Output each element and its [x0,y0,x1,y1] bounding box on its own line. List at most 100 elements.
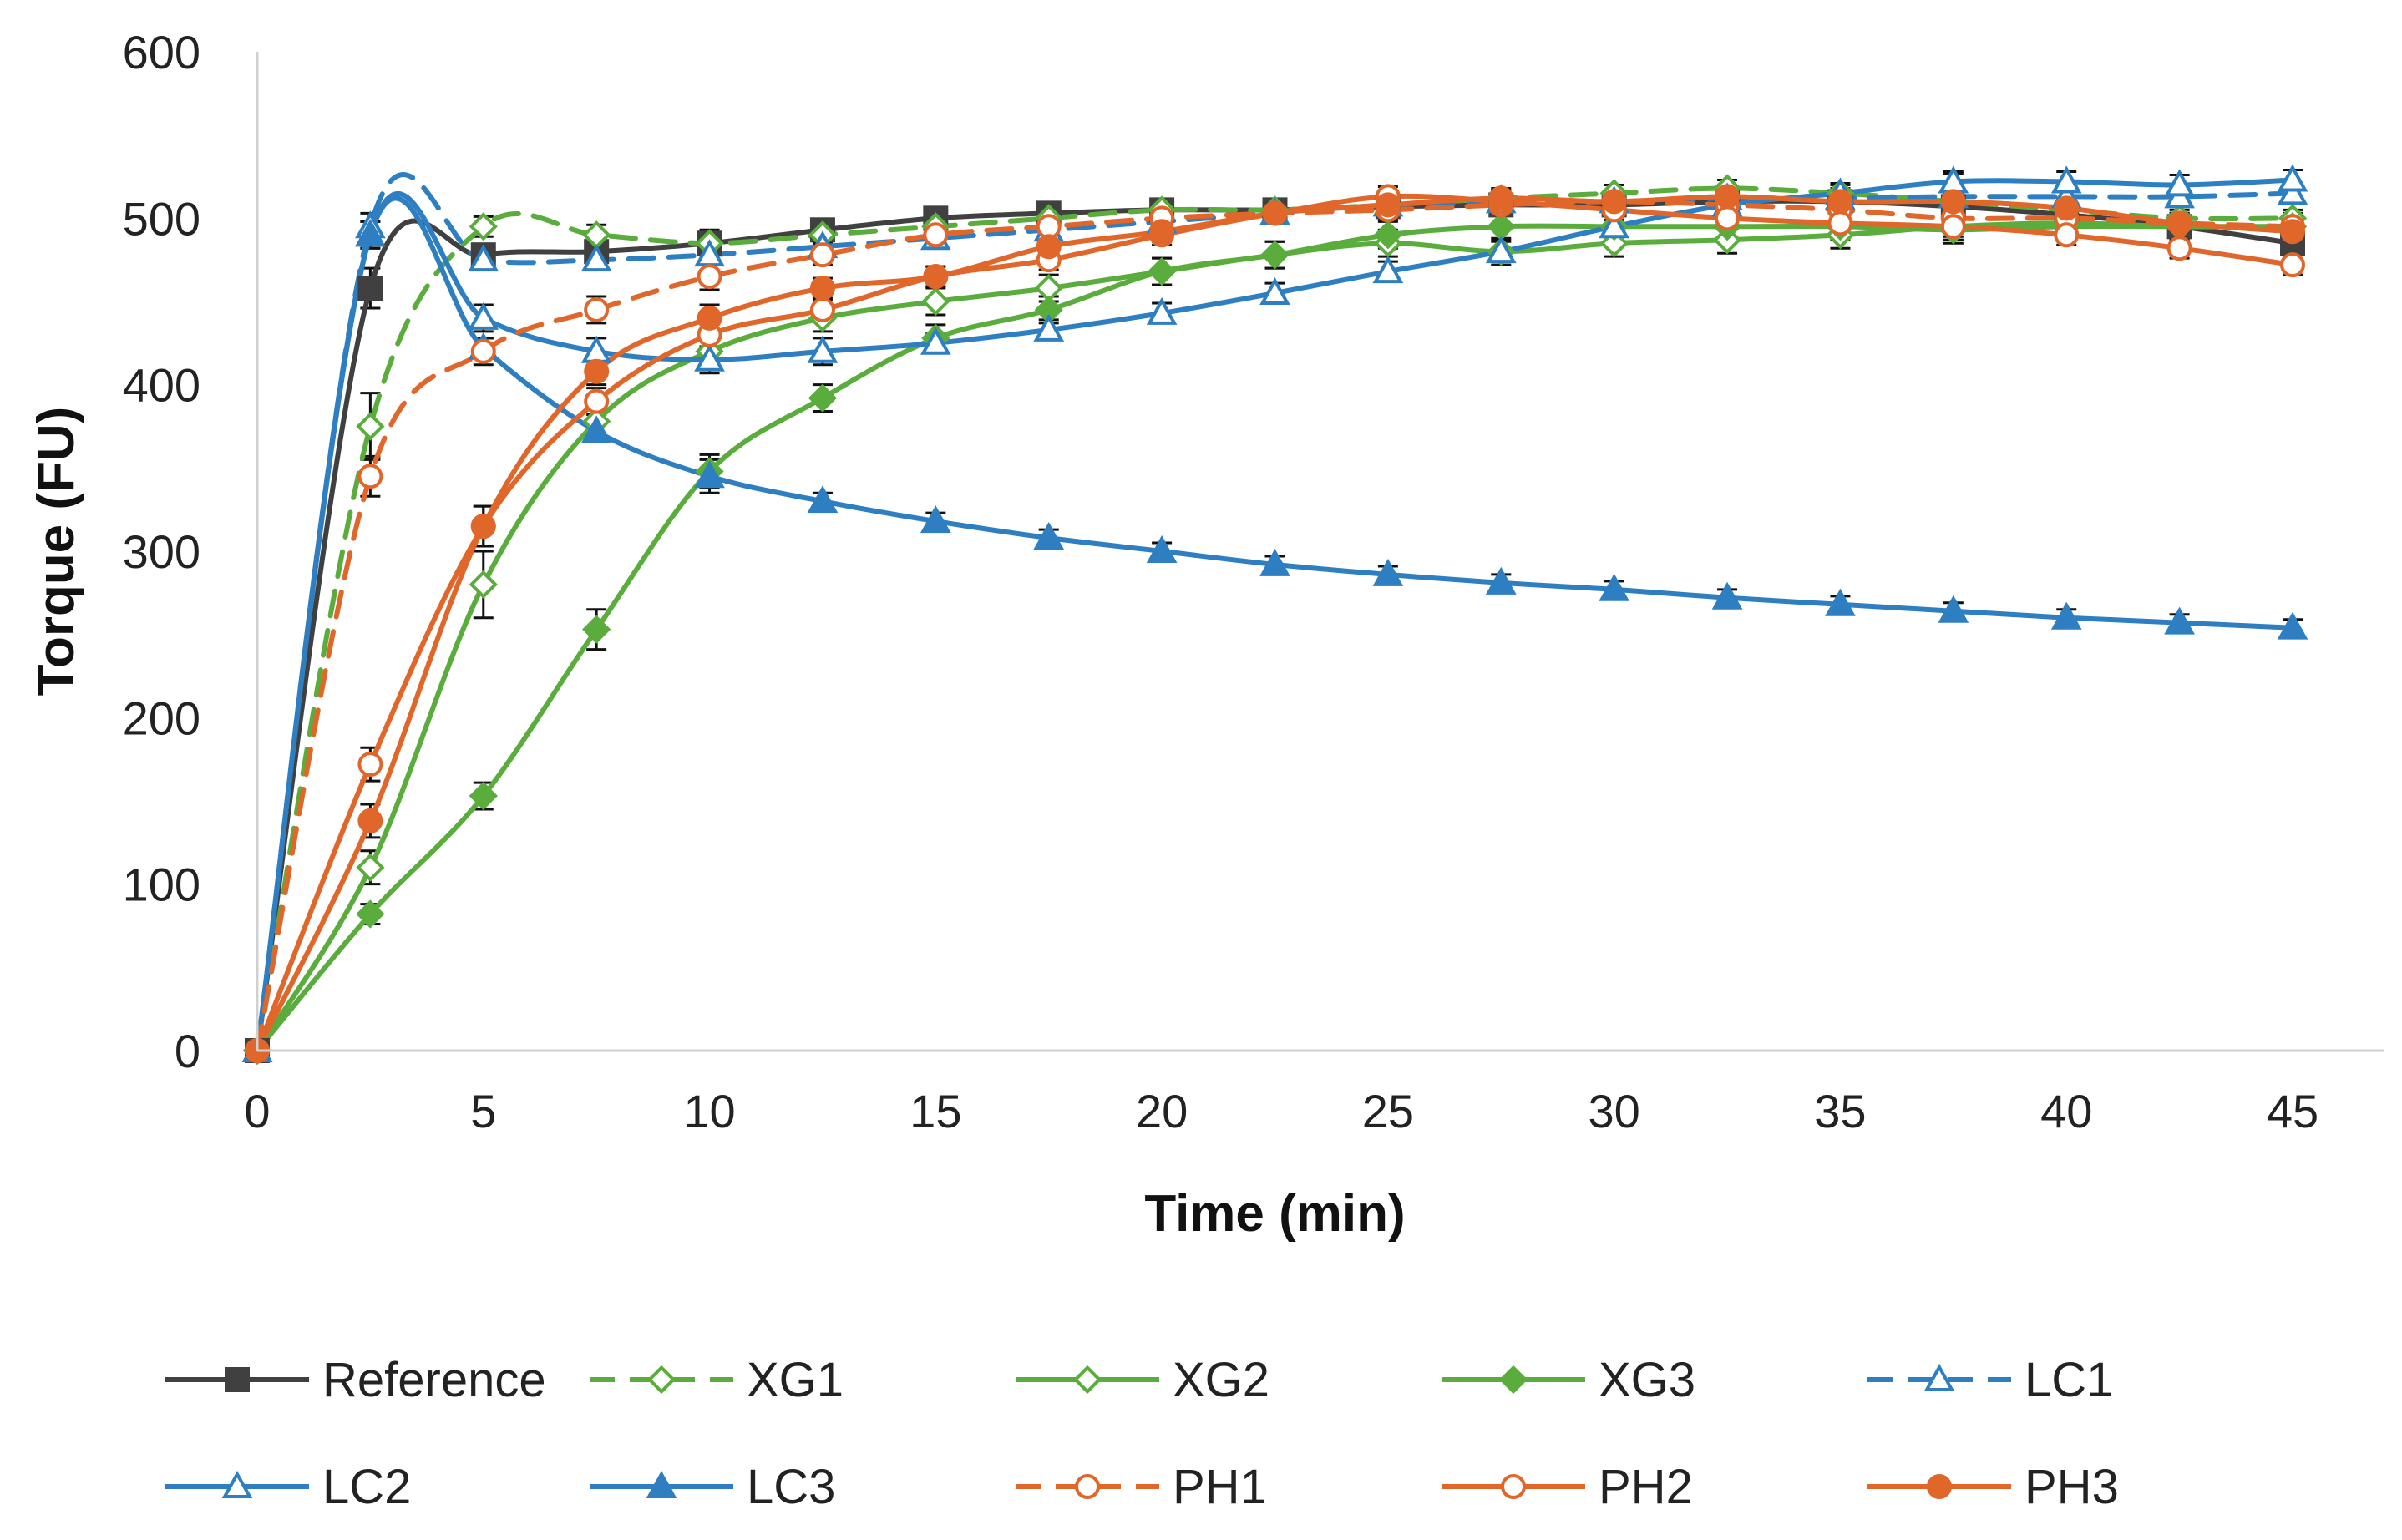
y-tick-label: 0 [175,1025,200,1077]
data-point-ph3 [923,264,949,290]
data-point-ph3 [1940,189,1966,215]
data-point-ph3 [1036,234,1062,260]
legend-label-lc2: LC2 [322,1460,411,1514]
data-point-xg3 [808,383,838,413]
data-point-lc3 [1146,534,1178,563]
data-point-lc3 [1259,548,1290,576]
legend-item-ph3: PH3 [1867,1460,2119,1514]
data-point-ph1 [923,222,949,248]
data-point-ph1 [584,296,610,322]
data-point-ph3 [809,276,835,301]
data-point-ph3 [1715,184,1741,210]
data-point-ph2 [809,296,835,322]
legend-marker-xg3 [1498,1365,1528,1395]
data-point-ph3 [2280,219,2305,245]
data-point-ph1 [357,464,383,489]
legend-marker-lc3 [646,1470,677,1498]
data-point-lc3 [694,460,725,489]
x-tick-label: 0 [244,1085,270,1137]
x-tick-label: 35 [1814,1085,1866,1137]
data-point-xg2 [921,286,950,317]
legend-marker-ph1 [1075,1474,1100,1499]
data-point-xg3 [1373,220,1403,250]
tick-labels: 0 5 10 15 20 25 30 35 40 45 0 100 200 300 400 500 600 [123,26,2319,1137]
legend-label-ph3: PH3 [2024,1460,2119,1514]
y-tick-label: 100 [123,859,200,911]
data-point-lc1 [468,244,499,272]
legend-item-lc2: LC2 [165,1460,411,1514]
data-point-lc3 [1372,558,1404,586]
data-point-lc3 [2050,601,2082,630]
data-point-ph3 [1262,200,1288,226]
data-point-lc2 [1485,236,1517,264]
data-point-ph2 [1715,205,1741,231]
data-point-lc3 [920,505,951,534]
y-tick-label: 300 [123,525,200,578]
x-axis-title: Time (min) [1144,1185,1405,1243]
data-point-xg3 [356,899,385,929]
data-point-lc3 [807,485,839,514]
data-point-lc2 [694,343,725,372]
data-point-lc3 [580,415,612,443]
data-point-xg3 [469,781,498,811]
x-tick-label: 40 [2040,1085,2092,1137]
data-point-ph1 [809,242,835,268]
data-point-lc2 [468,301,499,330]
data-point-ph3 [584,358,610,384]
legend-item-xg3: XG3 [1442,1353,1695,1407]
y-tick-label: 400 [123,359,200,412]
data-point-reference [357,276,383,301]
data-point-ph2 [2280,252,2305,278]
data-point-lc2 [807,335,839,363]
data-point-lc1 [2277,177,2308,205]
legend: Reference XG1 XG2 XG3 LC1 LC2 LC3 PH1 PH2 PH3 [165,1353,2119,1514]
data-point-lc2 [2277,164,2308,192]
legend-item-xg2: XG2 [1016,1353,1269,1407]
data-point-lc3 [1938,595,1969,623]
y-axis-title: Torque (FU) [28,407,85,697]
data-point-ph3 [1601,189,1627,215]
data-point-lc1 [580,244,612,272]
data-point-xg2 [356,853,385,882]
data-point-ph3 [1488,185,1514,211]
data-point-ph1 [470,338,496,364]
x-tick-label: 5 [470,1085,496,1137]
series-line-ph1 [255,199,2295,1053]
data-point-lc3 [1711,581,1743,610]
legend-marker-xg1 [646,1365,677,1395]
legend-item-ph1: PH1 [1016,1460,1267,1514]
data-point-lc2 [920,327,951,355]
data-point-xg2 [469,570,498,599]
legend-label-lc1: LC1 [2024,1353,2113,1407]
x-tick-label: 10 [683,1085,735,1137]
data-point-xg1 [469,212,498,241]
y-tick-label: 600 [123,26,200,79]
legend-label-xg1: XG1 [747,1353,844,1407]
y-tick-label: 500 [123,192,200,245]
data-point-ph2 [2166,236,2192,261]
x-tick-label: 15 [910,1085,961,1137]
data-point-lc2 [2050,165,2082,194]
data-point-ph3 [697,305,722,331]
data-point-ph3 [2054,195,2080,221]
legend-marker-reference [225,1367,250,1392]
x-tick-label: 25 [1362,1085,1414,1137]
legend-item-reference: Reference [165,1353,546,1407]
series-lines [255,172,2295,1053]
data-point-lc2 [1372,256,1404,284]
data-point-lc2 [1146,296,1178,325]
legend-item-lc1: LC1 [1867,1353,2113,1407]
data-point-ph3 [470,514,496,540]
legend-item-lc3: LC3 [590,1460,835,1514]
data-point-lc2 [1033,313,1065,342]
data-point-lc2 [1599,210,1630,239]
data-point-lc3 [1599,573,1630,601]
data-point-ph2 [1940,214,1966,240]
data-point-ph3 [1375,192,1401,218]
data-point-ph2 [2054,222,2080,248]
data-point-xg3 [1147,256,1177,286]
legend-label-xg3: XG3 [1599,1353,1695,1407]
legend-label-xg2: XG2 [1173,1353,1269,1407]
legend-label-reference: Reference [322,1353,546,1407]
